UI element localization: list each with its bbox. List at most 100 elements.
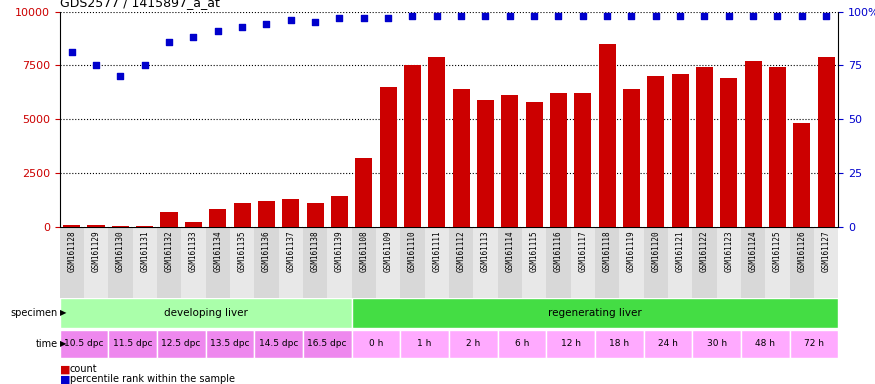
Text: GSM161128: GSM161128 <box>67 230 76 272</box>
Bar <box>352 298 838 328</box>
Text: GSM161126: GSM161126 <box>797 230 806 272</box>
Point <box>794 13 808 19</box>
Text: 2 h: 2 h <box>466 339 480 348</box>
Point <box>697 13 711 19</box>
Bar <box>352 330 400 358</box>
Text: GSM161116: GSM161116 <box>554 230 563 272</box>
Text: 10.5 dpc: 10.5 dpc <box>64 339 103 348</box>
Point <box>114 73 128 79</box>
Bar <box>526 102 542 227</box>
Text: GSM161111: GSM161111 <box>432 230 441 272</box>
Bar <box>789 227 814 298</box>
Text: 12 h: 12 h <box>561 339 580 348</box>
Text: GSM161138: GSM161138 <box>311 230 319 272</box>
Bar <box>282 199 299 227</box>
Bar <box>766 227 789 298</box>
Text: GSM161115: GSM161115 <box>529 230 538 272</box>
Bar <box>473 227 498 298</box>
Bar <box>668 227 692 298</box>
Bar <box>501 95 518 227</box>
Point <box>551 13 565 19</box>
Text: 13.5 dpc: 13.5 dpc <box>210 339 249 348</box>
Point <box>576 13 590 19</box>
Text: GSM161137: GSM161137 <box>286 230 295 272</box>
Bar <box>449 227 473 298</box>
Text: GSM161122: GSM161122 <box>700 230 709 272</box>
Bar <box>696 68 713 227</box>
Point <box>527 13 541 19</box>
Bar <box>648 76 664 227</box>
Text: specimen: specimen <box>10 308 58 318</box>
Text: GSM161120: GSM161120 <box>651 230 661 272</box>
Text: GSM161135: GSM161135 <box>237 230 247 272</box>
Bar <box>84 227 108 298</box>
Bar <box>255 227 278 298</box>
Text: GSM161112: GSM161112 <box>457 230 466 272</box>
Bar <box>817 57 835 227</box>
Text: 1 h: 1 h <box>417 339 431 348</box>
Text: 30 h: 30 h <box>706 339 726 348</box>
Bar <box>477 100 494 227</box>
Bar <box>692 227 717 298</box>
Bar <box>769 68 786 227</box>
Text: time: time <box>36 339 58 349</box>
Bar <box>157 330 206 358</box>
Text: count: count <box>70 364 98 374</box>
Text: GSM161108: GSM161108 <box>360 230 368 272</box>
Bar <box>741 227 766 298</box>
Text: GSM161123: GSM161123 <box>724 230 733 272</box>
Point <box>137 62 151 68</box>
Text: regenerating liver: regenerating liver <box>548 308 641 318</box>
Point <box>819 13 833 19</box>
Text: ▶: ▶ <box>60 308 66 318</box>
Bar <box>303 227 327 298</box>
Bar <box>574 93 592 227</box>
Bar <box>255 330 303 358</box>
Point <box>211 28 225 34</box>
Bar <box>88 225 104 227</box>
Bar <box>522 227 546 298</box>
Bar <box>814 227 838 298</box>
Bar <box>671 74 689 227</box>
Point <box>357 15 371 21</box>
Bar <box>160 212 178 227</box>
Bar <box>157 227 181 298</box>
Bar <box>452 89 470 227</box>
Text: GSM161109: GSM161109 <box>383 230 393 272</box>
Bar <box>449 330 498 358</box>
Text: GSM161125: GSM161125 <box>773 230 782 272</box>
Point <box>746 13 760 19</box>
Bar <box>692 330 741 358</box>
Point <box>308 19 322 25</box>
Bar <box>546 330 595 358</box>
Bar <box>570 227 595 298</box>
Text: GSM161139: GSM161139 <box>335 230 344 272</box>
Text: 24 h: 24 h <box>658 339 678 348</box>
Bar <box>794 123 810 227</box>
Bar <box>400 330 449 358</box>
Text: 11.5 dpc: 11.5 dpc <box>113 339 152 348</box>
Bar <box>306 203 324 227</box>
Point <box>235 23 249 30</box>
Point <box>65 49 79 55</box>
Bar <box>209 209 227 227</box>
Point <box>332 15 346 21</box>
Bar <box>60 330 108 358</box>
Bar <box>424 227 449 298</box>
Point <box>259 22 273 28</box>
Bar <box>376 227 400 298</box>
Point <box>770 13 784 19</box>
Bar <box>108 330 157 358</box>
Point <box>648 13 662 19</box>
Bar <box>498 330 546 358</box>
Point <box>722 13 736 19</box>
Text: GSM161121: GSM161121 <box>676 230 684 272</box>
Text: GSM161136: GSM161136 <box>262 230 271 272</box>
Bar <box>623 89 640 227</box>
Text: GSM161119: GSM161119 <box>626 230 636 272</box>
Text: 12.5 dpc: 12.5 dpc <box>162 339 201 348</box>
Bar <box>498 227 522 298</box>
Bar <box>60 227 84 298</box>
Point <box>625 13 639 19</box>
Bar <box>258 201 275 227</box>
